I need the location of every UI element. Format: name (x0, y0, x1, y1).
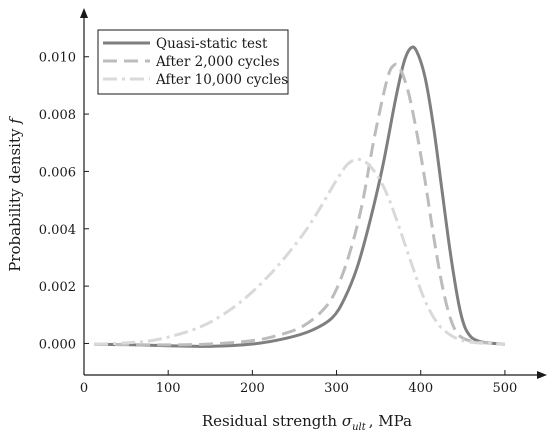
x-tick-label: 400 (408, 381, 433, 396)
y-tick-label: 0.002 (39, 280, 76, 295)
y-axis-title: Probability density f (6, 116, 24, 272)
y-axis-ticks: 0.000 0.002 0.004 0.006 0.008 0.010 (39, 51, 89, 352)
y-tick-label: 0.004 (39, 223, 76, 238)
x-axis-title: Residual strength σult, MPa (202, 412, 412, 433)
x-tick-label: 0 (80, 381, 88, 396)
series-line-1 (94, 62, 506, 347)
axes (80, 8, 547, 379)
y-tick-label: 0.006 (39, 165, 76, 180)
legend-label-quasi-static: Quasi-static test (156, 36, 268, 52)
y-tick-label: 0.008 (39, 108, 76, 123)
y-tick-label: 0.010 (39, 51, 76, 66)
y-axis-arrow (80, 8, 88, 18)
legend-label-2000-cycles: After 2,000 cycles (155, 54, 280, 70)
x-tick-label: 200 (240, 381, 265, 396)
legend: Quasi-static test After 2,000 cycles Aft… (97, 29, 289, 95)
series-lines (94, 45, 506, 348)
legend-label-10000-cycles: After 10,000 cycles (155, 72, 288, 88)
x-tick-label: 500 (492, 381, 517, 396)
series-line-2 (94, 157, 505, 346)
x-axis-ticks: 0 100 200 300 400 500 (80, 370, 517, 396)
series-line-0 (94, 45, 506, 348)
x-tick-label: 100 (156, 381, 181, 396)
x-tick-label: 300 (324, 381, 349, 396)
x-axis-arrow (537, 371, 547, 379)
y-tick-label: 0.000 (39, 337, 76, 352)
legend-box (97, 29, 289, 95)
